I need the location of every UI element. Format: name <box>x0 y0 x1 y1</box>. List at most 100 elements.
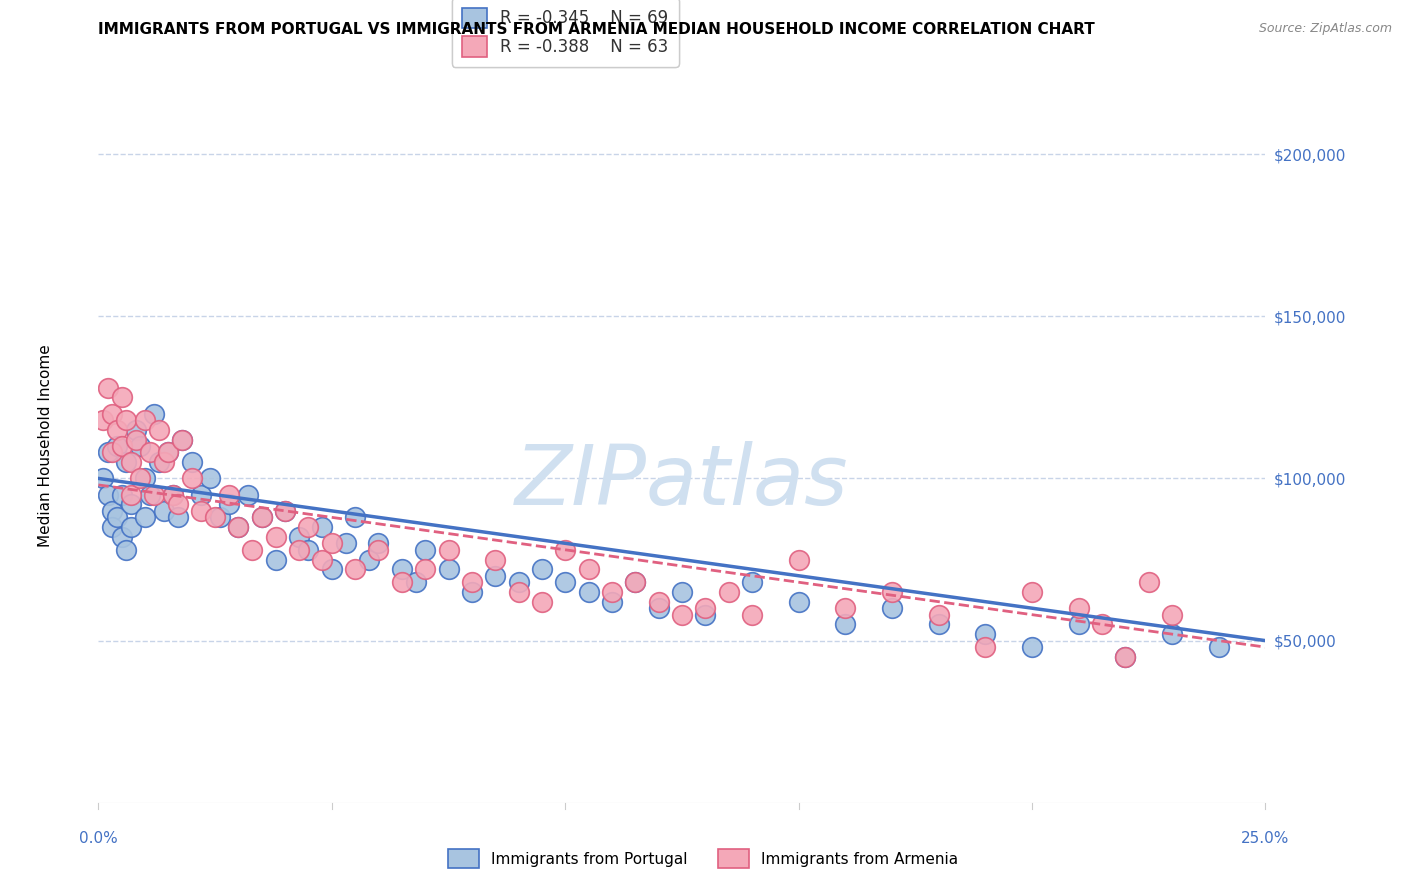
Point <box>974 627 997 641</box>
Point <box>134 510 156 524</box>
Point <box>152 455 174 469</box>
Point <box>413 542 436 557</box>
Point <box>208 510 231 524</box>
Point <box>115 542 138 557</box>
Point <box>139 488 162 502</box>
Point <box>105 439 128 453</box>
Point <box>97 488 120 502</box>
Point <box>437 562 460 576</box>
Point <box>530 595 553 609</box>
Point <box>1091 617 1114 632</box>
Point <box>974 640 997 654</box>
Point <box>578 562 600 576</box>
Point <box>101 520 124 534</box>
Point <box>297 542 319 557</box>
Point <box>250 510 273 524</box>
Point <box>311 520 333 534</box>
Point <box>162 488 184 502</box>
Point <box>129 439 152 453</box>
Point <box>1114 649 1136 664</box>
Point <box>111 530 134 544</box>
Point <box>600 595 623 609</box>
Point <box>578 585 600 599</box>
Legend: Immigrants from Portugal, Immigrants from Armenia: Immigrants from Portugal, Immigrants fro… <box>440 841 966 875</box>
Point <box>250 510 273 524</box>
Point <box>115 413 138 427</box>
Point <box>218 497 240 511</box>
Point <box>204 510 226 524</box>
Point <box>530 562 553 576</box>
Point <box>344 510 367 524</box>
Point <box>218 488 240 502</box>
Point <box>741 575 763 590</box>
Point <box>1067 617 1090 632</box>
Point <box>264 552 287 566</box>
Legend: R = -0.345    N = 69, R = -0.388    N = 63: R = -0.345 N = 69, R = -0.388 N = 63 <box>451 0 679 67</box>
Point <box>554 575 576 590</box>
Point <box>97 445 120 459</box>
Point <box>97 381 120 395</box>
Point <box>125 433 148 447</box>
Text: 0.0%: 0.0% <box>79 831 118 847</box>
Point <box>671 607 693 622</box>
Point <box>101 445 124 459</box>
Point <box>600 585 623 599</box>
Text: IMMIGRANTS FROM PORTUGAL VS IMMIGRANTS FROM ARMENIA MEDIAN HOUSEHOLD INCOME CORR: IMMIGRANTS FROM PORTUGAL VS IMMIGRANTS F… <box>98 22 1095 37</box>
Point <box>143 488 166 502</box>
Point <box>148 423 170 437</box>
Point <box>461 575 484 590</box>
Text: 25.0%: 25.0% <box>1241 831 1289 847</box>
Point <box>695 607 717 622</box>
Point <box>157 445 180 459</box>
Point <box>242 542 264 557</box>
Point <box>125 423 148 437</box>
Point <box>787 552 810 566</box>
Point <box>1161 607 1184 622</box>
Point <box>880 585 903 599</box>
Point <box>834 601 856 615</box>
Point <box>437 542 460 557</box>
Point <box>190 504 212 518</box>
Point <box>101 407 124 421</box>
Point <box>554 542 576 557</box>
Point <box>157 445 180 459</box>
Point <box>105 423 128 437</box>
Point <box>264 530 287 544</box>
Point <box>200 471 222 485</box>
Point <box>172 433 194 447</box>
Point <box>162 488 184 502</box>
Point <box>228 520 250 534</box>
Point <box>134 471 156 485</box>
Point <box>1021 640 1043 654</box>
Point <box>1021 585 1043 599</box>
Point <box>91 471 114 485</box>
Point <box>391 562 413 576</box>
Point <box>91 413 114 427</box>
Point <box>166 510 188 524</box>
Point <box>120 488 142 502</box>
Point <box>120 455 142 469</box>
Point <box>647 601 669 615</box>
Point <box>120 497 142 511</box>
Point <box>105 510 128 524</box>
Point <box>236 488 259 502</box>
Point <box>405 575 427 590</box>
Point <box>717 585 740 599</box>
Point <box>647 595 669 609</box>
Point <box>129 471 152 485</box>
Point <box>180 455 202 469</box>
Point <box>120 520 142 534</box>
Point <box>834 617 856 632</box>
Point <box>111 390 134 404</box>
Point <box>359 552 381 566</box>
Point <box>148 455 170 469</box>
Point <box>1067 601 1090 615</box>
Point <box>461 585 484 599</box>
Point <box>166 497 188 511</box>
Point <box>111 488 134 502</box>
Point <box>508 575 530 590</box>
Point <box>321 562 343 576</box>
Point <box>484 568 506 582</box>
Point <box>101 504 124 518</box>
Point <box>928 607 950 622</box>
